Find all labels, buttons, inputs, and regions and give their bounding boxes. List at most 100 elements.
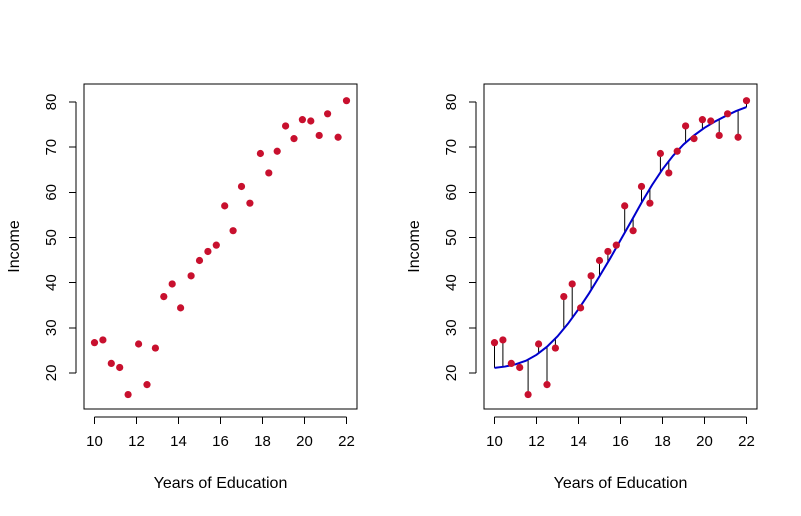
data-point [724,110,732,118]
data-point [204,247,212,256]
plot-frame [83,83,358,410]
y-axis: 20 30 40 50 60 70 80 [443,94,477,382]
data-point [168,280,176,288]
data-point [90,339,99,347]
x-tick-label: 18 [654,433,671,450]
x-tick-label: 12 [128,433,145,450]
data-point [237,182,246,191]
x-tick-label: 20 [296,433,313,450]
plot-frame [483,83,758,410]
left-scatter-panel: 10 12 14 16 18 20 22 20 30 40 50 60 70 80 Years of E… [6,83,358,492]
data-point [499,336,507,344]
x-tick-label: 12 [528,433,545,450]
x-tick-label: 10 [486,433,503,450]
x-tick-label: 16 [612,433,629,450]
data-point [307,117,315,125]
x-tick-label: 18 [254,433,271,450]
fitted-curve [494,106,747,369]
data-point [107,359,115,368]
right-scatter-fit-panel: 10 12 14 16 18 20 22 20 30 40 50 60 70 80 Years of E… [406,83,758,492]
data-point [116,363,124,372]
x-axis-title: Years of Education [554,475,688,492]
points-layer [90,97,351,399]
data-point [135,340,143,348]
y-tick-label: 70 [443,139,460,156]
data-point [342,97,351,105]
data-point [682,122,690,130]
data-point [698,116,707,124]
data-point [742,97,751,105]
data-point [282,122,290,130]
data-point [524,390,532,399]
y-tick-label: 80 [443,94,460,111]
data-point [195,256,204,265]
y-tick-label: 40 [43,274,60,291]
y-tick-label: 50 [43,229,60,246]
data-point [229,227,237,235]
x-axis: 10 12 14 16 18 20 22 [486,416,755,450]
data-point [124,390,132,399]
data-point [535,340,543,348]
y-tick-label: 70 [43,139,60,156]
data-point [246,199,254,207]
y-tick-label: 30 [443,319,460,336]
data-point [212,241,220,249]
y-tick-label: 60 [443,184,460,201]
y-tick-label: 60 [43,184,60,201]
data-point [187,272,195,280]
y-tick-label: 40 [443,274,460,291]
x-tick-label: 16 [212,433,229,450]
data-point [315,131,323,140]
y-tick-label: 20 [443,365,460,382]
x-tick-label: 14 [170,433,187,450]
y-axis-title: Income [6,220,23,273]
data-point [665,169,673,177]
data-point [324,110,332,118]
y-axis-title: Income [406,220,423,273]
data-point [177,304,185,312]
data-point [273,147,281,155]
y-axis: 20 30 40 50 60 70 80 [43,94,77,382]
data-point [577,304,585,312]
data-point [99,336,107,344]
data-point [595,256,604,265]
data-point [604,247,612,256]
residuals-layer [494,100,747,395]
x-tick-label: 14 [570,433,587,450]
data-point [612,241,620,249]
x-tick-label: 20 [696,433,713,450]
data-point [715,131,723,140]
x-tick-label: 22 [338,433,355,450]
data-point [568,280,576,288]
x-axis-title: Years of Education [154,475,288,492]
y-tick-label: 20 [43,365,60,382]
data-point [490,339,499,347]
data-point [151,344,159,352]
data-point [551,344,560,352]
data-point [560,293,568,301]
data-point [707,117,715,125]
x-tick-label: 22 [738,433,755,450]
y-tick-label: 50 [443,229,460,246]
data-point [637,182,646,191]
data-point [290,135,298,143]
y-tick-label: 80 [43,94,60,111]
data-point [516,363,524,372]
data-point [621,202,629,210]
data-point [265,169,273,177]
data-point [543,381,551,389]
data-point [143,381,151,389]
y-tick-label: 30 [43,319,60,336]
data-point [646,199,654,207]
data-point [656,149,665,158]
points-layer [490,97,751,399]
data-point [734,133,742,141]
data-point [587,272,595,280]
x-axis: 10 12 14 16 18 20 22 [86,416,355,450]
data-point [298,116,306,124]
data-point [507,359,515,368]
data-point [160,293,168,301]
data-point [673,147,681,155]
data-point [334,133,342,141]
